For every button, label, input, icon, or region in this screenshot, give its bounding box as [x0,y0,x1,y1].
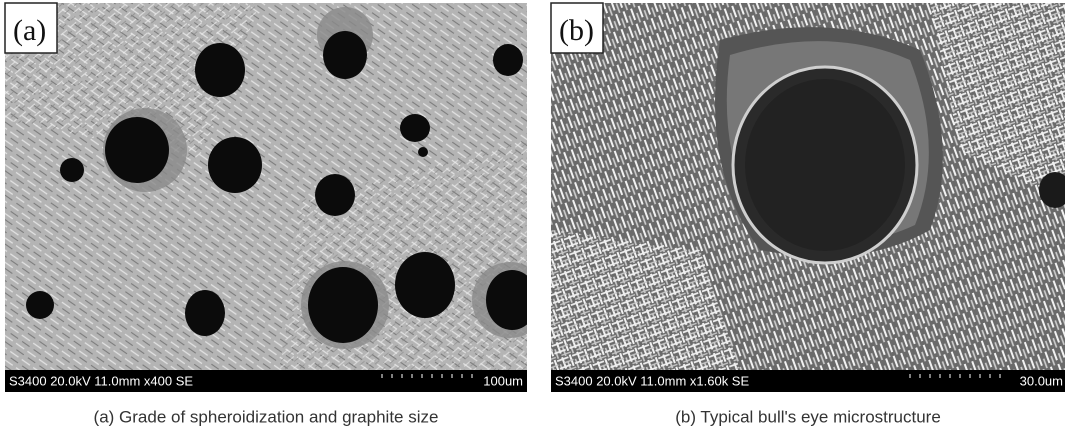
sem-image-a [5,3,548,370]
figure: (a) S3400 20.0kV 11.0mm x400 SE 100um (a… [0,0,1067,437]
sem-image-b [551,3,1067,370]
panel-label: (a) [13,14,46,47]
caption: (a) Grade of spheroidization and graphit… [94,407,439,426]
scale-label: 30.0um [1020,373,1063,388]
sem-info: S3400 20.0kV 11.0mm x400 SE [9,373,193,388]
sem-info: S3400 20.0kV 11.0mm x1.60k SE [555,373,749,388]
panel-b: (b) S3400 20.0kV 11.0mm x1.60k SE 30.0um… [551,3,1067,426]
scale-label: 100um [483,373,523,388]
panel-a: (a) S3400 20.0kV 11.0mm x400 SE 100um (a… [5,3,548,426]
panel-label: (b) [559,14,594,47]
caption: (b) Typical bull's eye microstructure [675,407,941,426]
